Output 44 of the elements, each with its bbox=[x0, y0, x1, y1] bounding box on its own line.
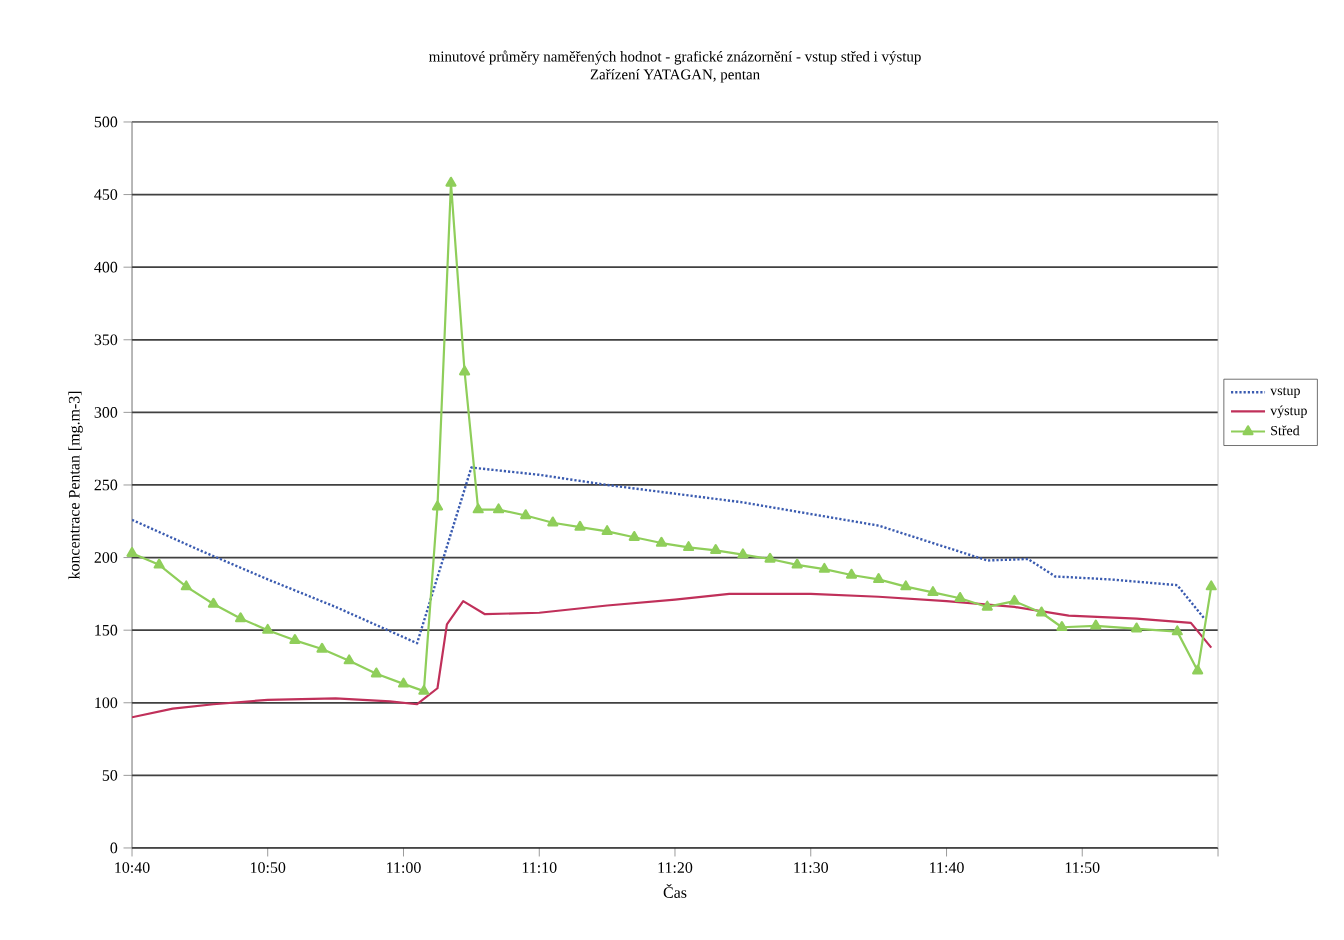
point bbox=[1192, 664, 1204, 675]
point bbox=[791, 558, 803, 569]
point bbox=[126, 546, 138, 557]
point bbox=[472, 503, 484, 514]
point bbox=[927, 586, 939, 597]
point bbox=[316, 642, 328, 653]
point bbox=[764, 552, 776, 563]
point bbox=[207, 597, 220, 608]
point bbox=[1171, 625, 1183, 636]
point bbox=[235, 612, 247, 623]
point bbox=[459, 365, 471, 376]
point bbox=[628, 530, 640, 541]
point bbox=[683, 541, 695, 552]
point bbox=[1130, 622, 1143, 633]
point bbox=[737, 548, 749, 559]
point bbox=[1008, 594, 1020, 605]
point bbox=[601, 525, 613, 536]
point bbox=[547, 516, 559, 527]
point bbox=[818, 562, 830, 573]
point bbox=[180, 580, 192, 591]
point bbox=[445, 176, 457, 187]
point bbox=[431, 500, 444, 511]
point bbox=[900, 580, 912, 591]
point bbox=[492, 503, 505, 514]
point bbox=[343, 654, 355, 665]
point bbox=[370, 667, 382, 678]
point bbox=[1090, 619, 1102, 630]
point bbox=[981, 600, 993, 611]
point bbox=[289, 634, 301, 645]
point bbox=[574, 520, 586, 531]
point bbox=[1056, 620, 1068, 631]
point bbox=[1205, 580, 1217, 591]
point bbox=[873, 573, 885, 584]
point bbox=[397, 677, 410, 688]
point bbox=[845, 568, 858, 579]
point bbox=[153, 558, 165, 569]
line-series bbox=[132, 592, 1213, 719]
point bbox=[418, 684, 430, 695]
point bbox=[710, 544, 722, 554]
point bbox=[520, 509, 532, 520]
point bbox=[954, 591, 966, 602]
point bbox=[1035, 606, 1048, 617]
point bbox=[655, 536, 668, 547]
point bbox=[262, 623, 274, 634]
